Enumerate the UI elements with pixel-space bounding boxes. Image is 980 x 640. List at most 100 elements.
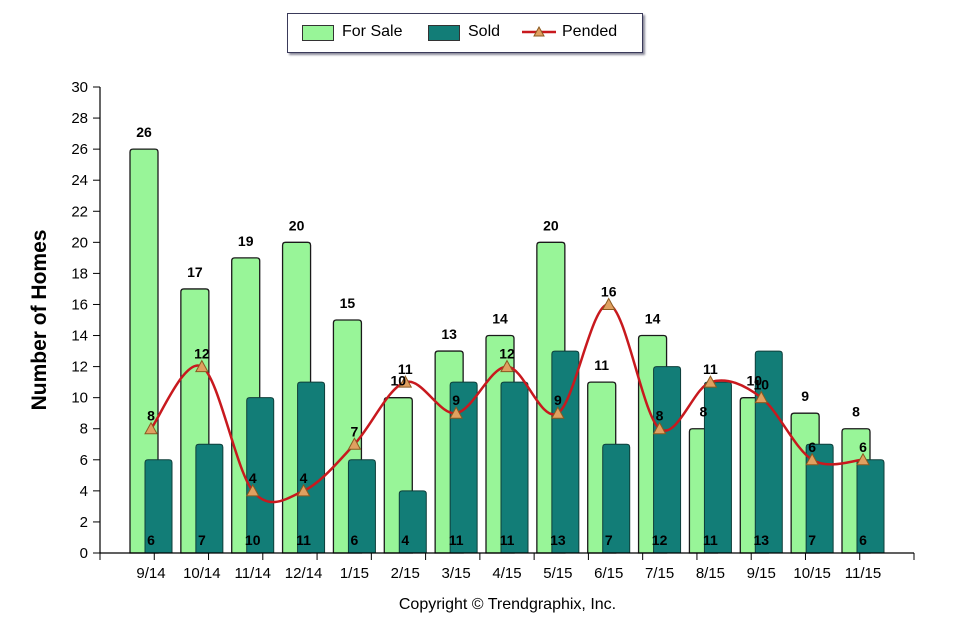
pended-marker xyxy=(245,483,260,497)
legend-swatch-for-sale xyxy=(302,25,334,41)
data-label-sold: 11 xyxy=(703,532,718,548)
pended-marker xyxy=(347,437,362,450)
data-label-for-sale: 20 xyxy=(289,217,305,233)
y-tick-label: 24 xyxy=(71,172,88,189)
x-tick-label: 10/15 xyxy=(793,565,831,582)
data-label-sold: 6 xyxy=(147,532,155,548)
bar-sold xyxy=(500,381,529,554)
bar-sold xyxy=(297,381,326,554)
data-label-pended: 8 xyxy=(147,408,155,424)
y-tick-label: 20 xyxy=(71,234,88,251)
x-tick-label: 5/15 xyxy=(543,565,572,582)
x-tick-label: 4/15 xyxy=(492,565,521,582)
pended-marker xyxy=(805,452,819,466)
pended-marker xyxy=(449,406,463,419)
bar-sold xyxy=(653,366,682,554)
data-label-for-sale: 17 xyxy=(187,264,203,280)
data-label-for-sale: 13 xyxy=(441,326,457,342)
x-tick-label: 11/15 xyxy=(845,565,881,582)
y-tick-label: 16 xyxy=(71,296,88,313)
data-label-for-sale: 11 xyxy=(594,357,609,373)
bar-sold xyxy=(144,459,173,554)
pended-marker xyxy=(601,297,616,310)
x-tick-label: 11/14 xyxy=(234,565,270,582)
legend-label-pended: Pended xyxy=(562,23,618,40)
data-label-for-sale: 14 xyxy=(492,311,508,327)
x-tick-label: 6/15 xyxy=(594,565,623,582)
bar-sold xyxy=(195,443,224,554)
bar-sold xyxy=(347,459,376,554)
data-label-pended: 16 xyxy=(601,283,617,299)
bar-sold xyxy=(398,490,427,554)
x-tick-label: 9/15 xyxy=(747,565,776,582)
pended-marker xyxy=(703,375,718,388)
data-label-sold: 7 xyxy=(198,532,206,548)
y-axis-title: Number of Homes xyxy=(28,229,51,411)
data-label-pended: 12 xyxy=(194,346,210,362)
legend-swatch-pended xyxy=(522,25,556,37)
data-label-for-sale: 19 xyxy=(238,233,254,249)
bar-sold xyxy=(449,381,478,554)
data-label-pended: 12 xyxy=(499,346,515,362)
y-tick-label: 8 xyxy=(80,421,88,438)
y-tick-label: 2 xyxy=(80,514,88,531)
bar-for-sale xyxy=(129,148,159,554)
data-label-pended: 9 xyxy=(554,392,562,408)
data-label-sold: 11 xyxy=(449,532,464,548)
data-label-pended: 8 xyxy=(656,408,664,424)
legend: For Sale Sold Pended xyxy=(287,13,643,53)
y-tick-label: 12 xyxy=(71,359,88,376)
data-label-pended: 10 xyxy=(753,377,769,393)
legend-label-for-sale: For Sale xyxy=(342,23,403,40)
data-label-pended: 6 xyxy=(808,439,816,455)
data-label-sold: 7 xyxy=(808,532,816,548)
x-tick-label: 8/15 xyxy=(696,565,725,582)
data-label-pended: 11 xyxy=(398,361,413,377)
y-tick-label: 10 xyxy=(71,390,88,407)
x-tick-label: 12/14 xyxy=(285,565,323,582)
y-tick-label: 26 xyxy=(71,141,88,158)
data-label-for-sale: 20 xyxy=(543,217,559,233)
pended-marker xyxy=(296,483,311,497)
pended-marker xyxy=(144,421,158,435)
x-tick-label: 10/14 xyxy=(183,565,221,582)
pended-marker xyxy=(195,359,209,373)
y-tick-label: 6 xyxy=(80,452,88,469)
data-label-for-sale: 14 xyxy=(645,311,661,327)
data-label-sold: 12 xyxy=(652,532,668,548)
y-tick-label: 28 xyxy=(71,110,88,127)
data-label-for-sale: 10 xyxy=(390,373,406,389)
y-tick-label: 30 xyxy=(71,79,88,96)
data-label-pended: 9 xyxy=(452,392,460,408)
pended-marker xyxy=(551,406,565,419)
bar-sold xyxy=(805,443,834,554)
y-tick-label: 14 xyxy=(71,328,88,345)
data-label-for-sale: 8 xyxy=(700,404,708,420)
x-tick-label: 1/15 xyxy=(340,565,369,582)
y-tick-label: 22 xyxy=(71,203,88,220)
data-label-sold: 6 xyxy=(859,532,867,548)
y-tick-label: 0 xyxy=(80,545,88,562)
legend-label-sold: Sold xyxy=(468,23,501,40)
pended-marker xyxy=(652,421,667,435)
x-tick-label: 7/15 xyxy=(645,565,674,582)
data-label-for-sale: 15 xyxy=(340,295,356,311)
data-label-sold: 6 xyxy=(351,532,359,548)
data-label-sold: 13 xyxy=(753,532,769,548)
x-tick-label: 2/15 xyxy=(391,565,420,582)
data-label-sold: 13 xyxy=(550,532,566,548)
data-label-for-sale: 26 xyxy=(136,124,152,140)
pended-marker xyxy=(856,452,870,466)
data-label-for-sale: 8 xyxy=(852,404,860,420)
data-label-sold: 7 xyxy=(605,532,613,548)
bar-sold xyxy=(602,443,631,554)
data-label-pended: 4 xyxy=(300,470,308,486)
data-label-pended: 11 xyxy=(703,361,718,377)
pended-line-group xyxy=(144,297,870,504)
pended-marker xyxy=(754,390,769,404)
data-label-for-sale: 10 xyxy=(746,373,762,389)
bar-sold xyxy=(551,350,580,554)
